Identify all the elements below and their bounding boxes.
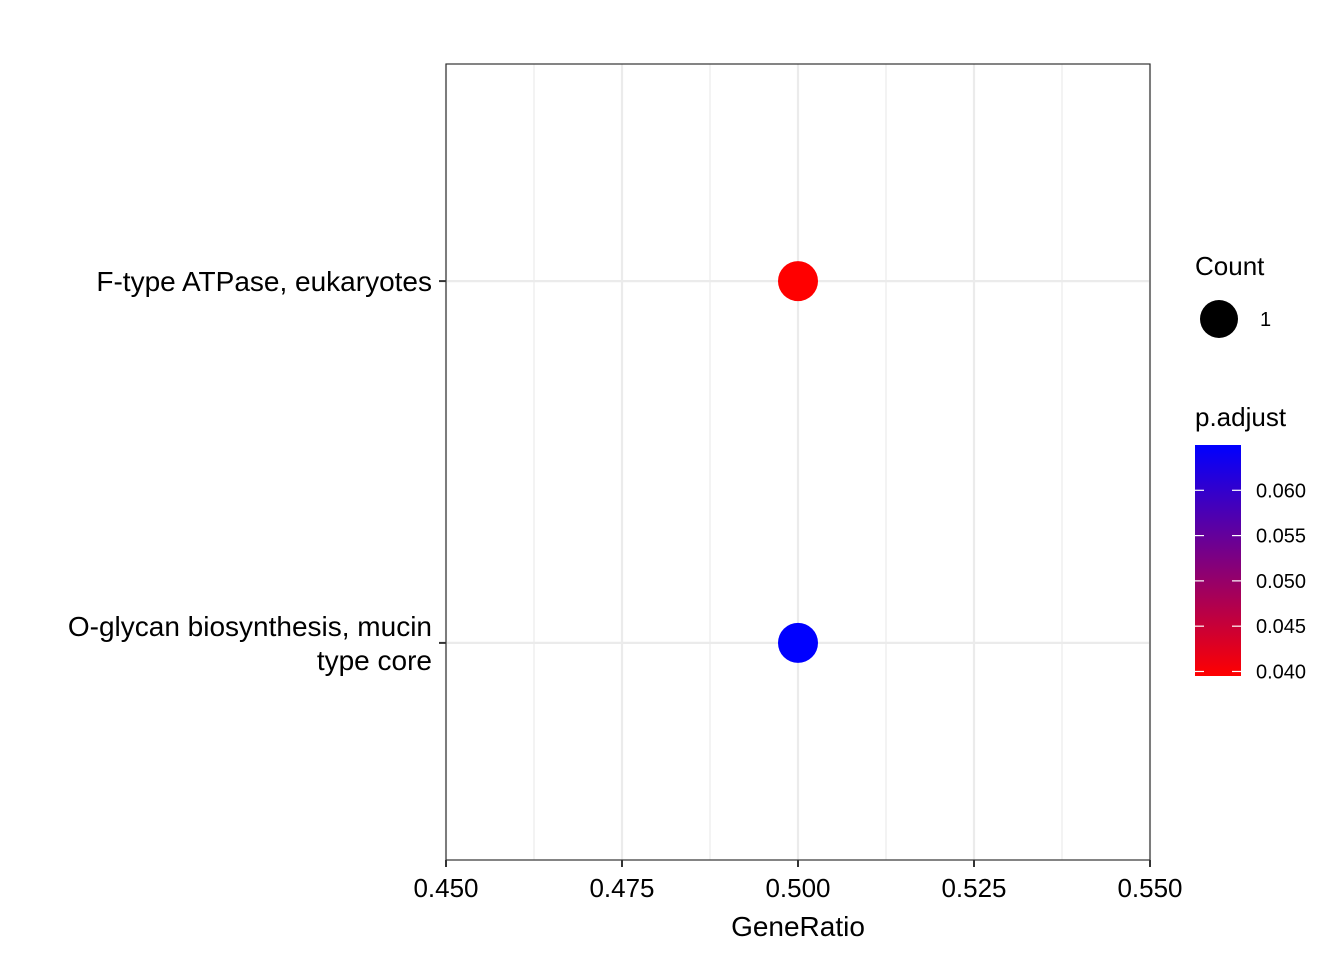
y-axis: F-type ATPase, eukaryotes O-glycan biosyn… xyxy=(68,266,446,676)
legend-count-title: Count xyxy=(1195,251,1265,281)
x-tick-label: 0.450 xyxy=(413,873,478,903)
data-points xyxy=(778,261,818,663)
x-tick-label: 0.500 xyxy=(765,873,830,903)
y-tick-label: F-type ATPase, eukaryotes xyxy=(96,266,432,297)
data-point xyxy=(778,622,818,663)
x-axis-title: GeneRatio xyxy=(731,911,865,942)
colorbar-tick-label: 0.060 xyxy=(1256,480,1306,502)
x-tick-label: 0.550 xyxy=(1117,873,1182,903)
y-tick-label: O-glycan biosynthesis, mucin type core xyxy=(68,611,432,676)
legend-count: Count 1 xyxy=(1195,251,1271,338)
data-point xyxy=(778,261,818,302)
colorbar-tick-label: 0.055 xyxy=(1256,526,1306,548)
colorbar-tick-label: 0.050 xyxy=(1256,571,1306,593)
x-tick-label: 0.525 xyxy=(941,873,1006,903)
legend-padjust-title: p.adjust xyxy=(1195,402,1287,432)
legend-colorbar xyxy=(1195,445,1241,676)
legend-count-label: 1 xyxy=(1260,309,1271,331)
colorbar-tick-label: 0.045 xyxy=(1256,616,1306,638)
x-tick-label: 0.475 xyxy=(589,873,654,903)
legend-colorbar-ticks: 0.040 0.045 0.050 0.055 0.060 xyxy=(1195,480,1306,683)
colorbar-tick-label: 0.040 xyxy=(1256,661,1306,683)
x-axis: 0.450 0.475 0.500 0.525 0.550 xyxy=(413,860,1183,903)
legend-count-symbol xyxy=(1200,300,1238,338)
legend-padjust: p.adjust 0.040 0.045 0.050 0.055 0.060 xyxy=(1195,402,1306,683)
grid-minor xyxy=(533,64,1063,860)
